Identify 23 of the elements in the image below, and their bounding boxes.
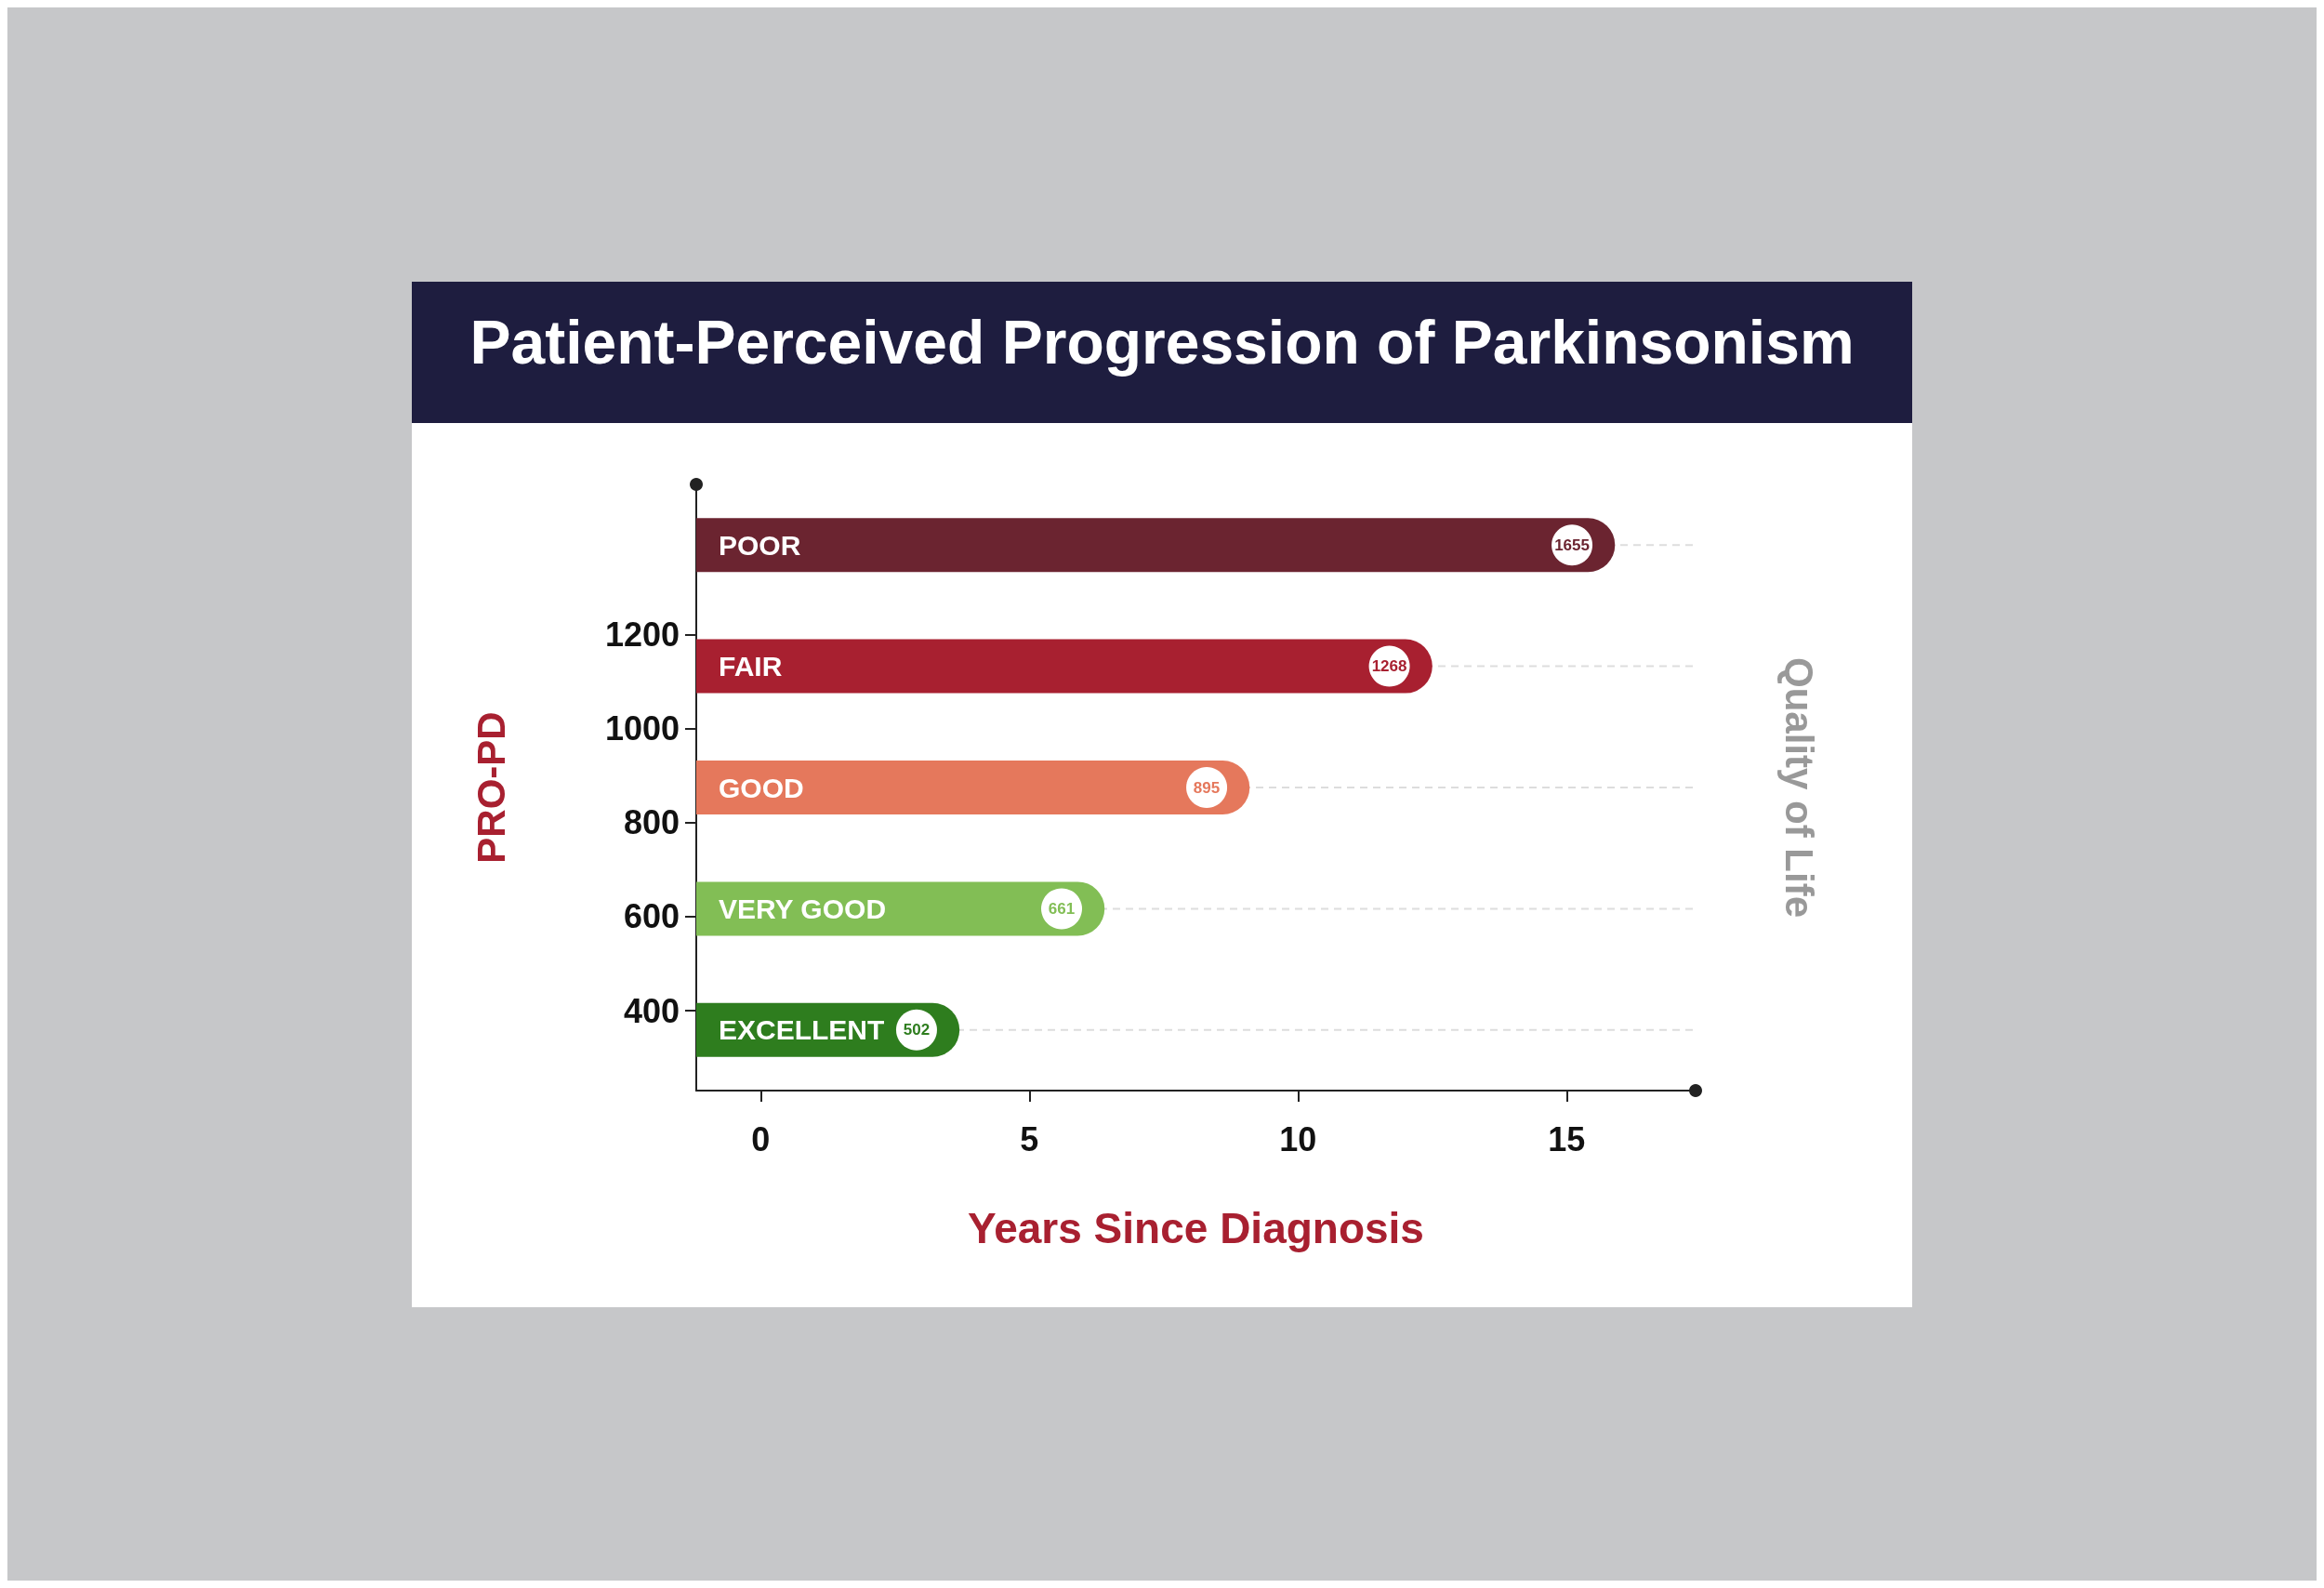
y-tick-label: EXCELLENT [719,1014,885,1046]
y-tick-label: VERY GOOD [719,893,887,924]
annotation: 502 [903,1021,931,1039]
x-tick-label: 0 [751,1119,771,1158]
y2-tick-label: 1200 [604,615,680,655]
y2-tick-label: 400 [623,991,680,1030]
y2-tick-label: 800 [623,803,680,842]
annotation: 661 [1048,899,1076,918]
x-axis-title: Years Since Diagnosis [968,1204,1424,1252]
y2-tick-label: 1000 [604,709,680,748]
x-tick-label: 10 [1279,1119,1317,1158]
x-tick-label: 5 [1020,1119,1039,1158]
annotation: 1268 [1371,657,1407,676]
annotation: 895 [1193,778,1221,797]
y-tick-label: POOR [719,529,801,561]
chart-title: Patient-Perceived Progression of Parkinsonism [469,308,1855,377]
y-tick-label: FAIR [719,651,783,682]
y-axis-title: Quality of Life [1776,656,1821,919]
x-tick-label: 15 [1548,1119,1586,1158]
y2-tick-label: 600 [623,897,680,936]
y-tick-label: GOOD [719,772,804,803]
y2-axis-title: PRO-PD [469,711,513,864]
annotation: 1655 [1554,536,1590,554]
